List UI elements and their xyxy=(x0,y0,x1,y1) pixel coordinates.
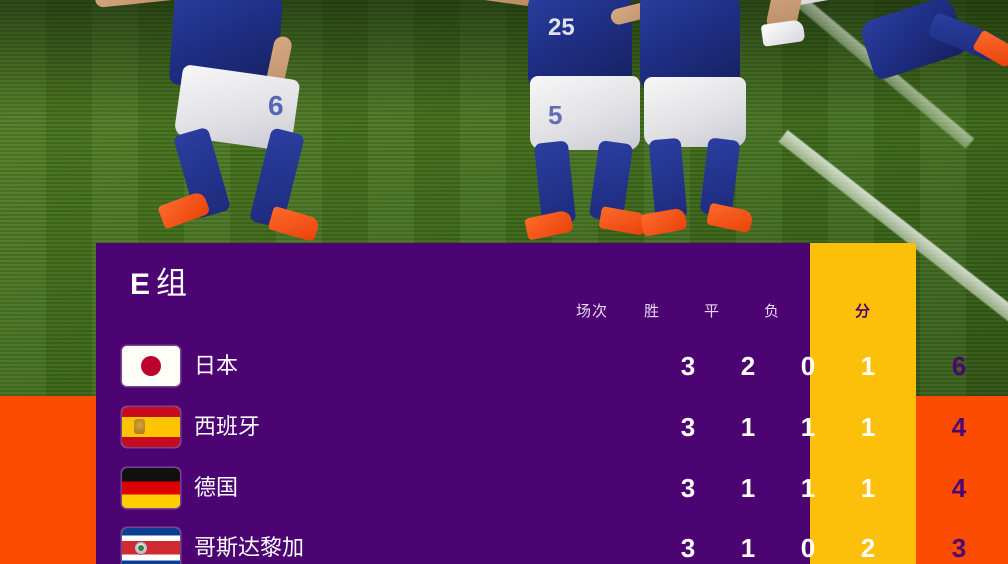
player-boot-right xyxy=(267,205,321,243)
cell-won: 1 xyxy=(740,533,756,563)
opponent-boot xyxy=(760,19,806,47)
cell-won: 2 xyxy=(740,351,756,381)
flag-germany-art xyxy=(122,468,180,508)
cell-points: 4 xyxy=(951,473,967,503)
header-won: 胜 xyxy=(643,303,660,320)
flag-spain-art xyxy=(122,407,180,447)
player-opponent-white xyxy=(760,0,910,80)
cell-won: 1 xyxy=(740,412,756,442)
team-name: 哥斯达黎加 xyxy=(194,535,305,560)
player-japan-6: 6 xyxy=(94,0,350,245)
player-boot-left xyxy=(157,190,211,230)
cell-played: 3 xyxy=(680,351,696,381)
player-boot-left xyxy=(640,207,688,237)
cell-drawn: 1 xyxy=(800,412,816,442)
cell-played: 3 xyxy=(680,412,696,442)
table-row[interactable]: 西班牙 3 1 1 1 4 xyxy=(96,397,966,457)
cell-points: 3 xyxy=(951,533,967,563)
cell-drawn: 0 xyxy=(800,533,816,563)
flag-japan-icon xyxy=(122,346,180,386)
orange-band-right xyxy=(916,396,1008,564)
cell-played: 3 xyxy=(680,533,696,563)
pitch-shadow xyxy=(0,0,1008,120)
player-boot-left xyxy=(524,209,574,241)
standings-panel xyxy=(96,243,808,564)
points-column-highlight xyxy=(810,243,916,564)
flag-costa-rica-icon xyxy=(122,528,180,564)
player-shorts xyxy=(644,77,746,147)
player-shorts-number: 6 xyxy=(268,90,284,121)
cell-lost: 1 xyxy=(860,351,876,381)
player-shorts-number: 5 xyxy=(548,100,563,130)
player-japan-center-right xyxy=(609,0,830,245)
flag-costa-rica-emblem xyxy=(135,542,147,554)
flag-japan-art xyxy=(122,346,180,386)
player-boot-right xyxy=(706,202,754,234)
cell-played: 3 xyxy=(680,473,696,503)
flag-spain-icon xyxy=(122,407,180,447)
panel-column-divider xyxy=(808,243,810,564)
team-name: 西班牙 xyxy=(194,414,261,439)
cell-lost: 1 xyxy=(860,412,876,442)
table-row[interactable]: 哥斯达黎加 3 1 0 2 3 xyxy=(96,518,966,564)
cell-points: 4 xyxy=(951,412,967,442)
flag-japan-disc xyxy=(141,356,161,376)
player-shirt xyxy=(640,0,740,89)
header-played: 场次 xyxy=(575,303,608,320)
cell-drawn: 1 xyxy=(800,473,816,503)
player-shorts xyxy=(530,76,640,150)
player-sock-left xyxy=(648,137,688,221)
group-letter: E xyxy=(130,268,152,301)
flag-spain-crest xyxy=(134,419,145,434)
table-row[interactable]: 日本 3 2 0 1 6 xyxy=(96,336,966,396)
cell-drawn: 0 xyxy=(800,351,816,381)
cell-lost: 2 xyxy=(860,533,876,563)
player-japan-25: 25 5 xyxy=(434,0,720,245)
player-shirt-number: 25 xyxy=(548,14,575,41)
group-word: 组 xyxy=(156,266,189,301)
team-name: 日本 xyxy=(194,353,239,378)
cell-won: 1 xyxy=(740,473,756,503)
cell-points: 6 xyxy=(951,351,967,381)
orange-band-left xyxy=(0,396,96,564)
flag-germany-icon xyxy=(122,468,180,508)
team-name: 德国 xyxy=(194,475,239,500)
header-drawn: 平 xyxy=(703,303,720,320)
cell-lost: 1 xyxy=(860,473,876,503)
header-points: 分 xyxy=(854,303,871,320)
header-lost: 负 xyxy=(763,303,780,320)
table-row[interactable]: 德国 3 1 1 1 4 xyxy=(96,458,966,518)
flag-costa-rica-art xyxy=(122,528,180,564)
